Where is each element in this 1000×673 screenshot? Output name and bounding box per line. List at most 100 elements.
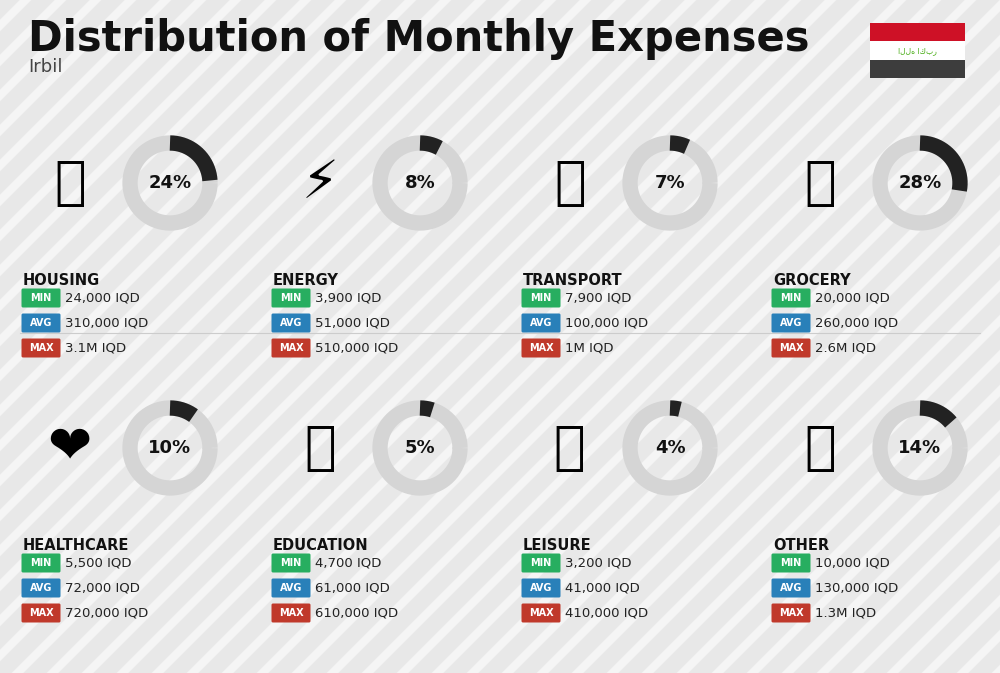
Text: 7%: 7%: [655, 174, 685, 192]
FancyBboxPatch shape: [22, 314, 60, 332]
Text: MAX: MAX: [529, 343, 553, 353]
Text: AVG: AVG: [530, 318, 552, 328]
Text: 510,000 IQD: 510,000 IQD: [315, 341, 398, 355]
Text: EDUCATION: EDUCATION: [273, 538, 369, 553]
Text: 10%: 10%: [148, 439, 192, 457]
Text: TRANSPORT: TRANSPORT: [523, 273, 623, 288]
Text: 1M IQD: 1M IQD: [565, 341, 614, 355]
Text: AVG: AVG: [280, 583, 302, 593]
Text: 🏢: 🏢: [54, 157, 86, 209]
Text: MAX: MAX: [29, 343, 53, 353]
FancyBboxPatch shape: [870, 41, 965, 60]
Text: MAX: MAX: [779, 608, 803, 618]
Text: 🛍️: 🛍️: [554, 422, 586, 474]
Text: 3,900 IQD: 3,900 IQD: [315, 291, 381, 304]
Text: AVG: AVG: [530, 583, 552, 593]
Text: 51,000 IQD: 51,000 IQD: [315, 316, 390, 330]
Text: 260,000 IQD: 260,000 IQD: [815, 316, 898, 330]
Text: 720,000 IQD: 720,000 IQD: [65, 606, 148, 620]
Text: 28%: 28%: [898, 174, 942, 192]
Text: الله اكبر: الله اكبر: [898, 46, 937, 55]
Text: 610,000 IQD: 610,000 IQD: [315, 606, 398, 620]
Text: 61,000 IQD: 61,000 IQD: [315, 581, 390, 594]
FancyBboxPatch shape: [522, 579, 560, 598]
Text: AVG: AVG: [280, 318, 302, 328]
Text: 🚌: 🚌: [554, 157, 586, 209]
Text: 🎓: 🎓: [304, 422, 336, 474]
FancyBboxPatch shape: [272, 579, 310, 598]
FancyBboxPatch shape: [272, 339, 310, 357]
Text: Distribution of Monthly Expenses: Distribution of Monthly Expenses: [28, 18, 810, 60]
Text: 41,000 IQD: 41,000 IQD: [565, 581, 640, 594]
FancyBboxPatch shape: [22, 579, 60, 598]
FancyBboxPatch shape: [772, 604, 810, 623]
Text: HEALTHCARE: HEALTHCARE: [23, 538, 129, 553]
Text: 310,000 IQD: 310,000 IQD: [65, 316, 148, 330]
Text: 72,000 IQD: 72,000 IQD: [65, 581, 140, 594]
Text: 3,200 IQD: 3,200 IQD: [565, 557, 632, 569]
Text: AVG: AVG: [30, 318, 52, 328]
Text: 5%: 5%: [405, 439, 435, 457]
Text: MAX: MAX: [529, 608, 553, 618]
Text: 8%: 8%: [405, 174, 435, 192]
Text: LEISURE: LEISURE: [523, 538, 592, 553]
Text: MIN: MIN: [30, 293, 52, 303]
FancyBboxPatch shape: [272, 289, 310, 308]
FancyBboxPatch shape: [22, 339, 60, 357]
Text: MAX: MAX: [279, 343, 303, 353]
Text: MAX: MAX: [779, 343, 803, 353]
FancyBboxPatch shape: [272, 314, 310, 332]
Text: MAX: MAX: [279, 608, 303, 618]
Text: MIN: MIN: [780, 293, 802, 303]
FancyBboxPatch shape: [22, 604, 60, 623]
Text: 20,000 IQD: 20,000 IQD: [815, 291, 890, 304]
Text: 410,000 IQD: 410,000 IQD: [565, 606, 648, 620]
FancyBboxPatch shape: [272, 553, 310, 573]
Text: 3.1M IQD: 3.1M IQD: [65, 341, 126, 355]
Text: 4,700 IQD: 4,700 IQD: [315, 557, 381, 569]
Text: AVG: AVG: [780, 318, 802, 328]
Text: AVG: AVG: [780, 583, 802, 593]
Text: 🛒: 🛒: [804, 157, 836, 209]
Text: 24,000 IQD: 24,000 IQD: [65, 291, 140, 304]
Text: MIN: MIN: [280, 558, 302, 568]
FancyBboxPatch shape: [522, 604, 560, 623]
FancyBboxPatch shape: [522, 314, 560, 332]
FancyBboxPatch shape: [772, 289, 810, 308]
FancyBboxPatch shape: [22, 289, 60, 308]
Text: 2.6M IQD: 2.6M IQD: [815, 341, 876, 355]
Text: Irbil: Irbil: [28, 58, 62, 76]
FancyBboxPatch shape: [870, 60, 965, 78]
Text: 10,000 IQD: 10,000 IQD: [815, 557, 890, 569]
FancyBboxPatch shape: [522, 553, 560, 573]
FancyBboxPatch shape: [22, 553, 60, 573]
Text: 5,500 IQD: 5,500 IQD: [65, 557, 132, 569]
Text: 4%: 4%: [655, 439, 685, 457]
Text: GROCERY: GROCERY: [773, 273, 851, 288]
Text: 7,900 IQD: 7,900 IQD: [565, 291, 631, 304]
Text: MIN: MIN: [280, 293, 302, 303]
Text: MIN: MIN: [780, 558, 802, 568]
Text: ENERGY: ENERGY: [273, 273, 339, 288]
Text: ⚡: ⚡: [302, 157, 338, 209]
Text: MIN: MIN: [530, 293, 552, 303]
Text: 1.3M IQD: 1.3M IQD: [815, 606, 876, 620]
FancyBboxPatch shape: [522, 289, 560, 308]
Text: OTHER: OTHER: [773, 538, 829, 553]
Text: ❤️: ❤️: [48, 422, 92, 474]
Text: MAX: MAX: [29, 608, 53, 618]
Text: 14%: 14%: [898, 439, 942, 457]
FancyBboxPatch shape: [870, 23, 965, 41]
FancyBboxPatch shape: [772, 579, 810, 598]
Text: 24%: 24%: [148, 174, 192, 192]
Text: AVG: AVG: [30, 583, 52, 593]
Text: 💰: 💰: [804, 422, 836, 474]
Text: 100,000 IQD: 100,000 IQD: [565, 316, 648, 330]
Text: 130,000 IQD: 130,000 IQD: [815, 581, 898, 594]
FancyBboxPatch shape: [772, 553, 810, 573]
FancyBboxPatch shape: [272, 604, 310, 623]
Text: HOUSING: HOUSING: [23, 273, 100, 288]
FancyBboxPatch shape: [522, 339, 560, 357]
FancyBboxPatch shape: [772, 339, 810, 357]
FancyBboxPatch shape: [772, 314, 810, 332]
